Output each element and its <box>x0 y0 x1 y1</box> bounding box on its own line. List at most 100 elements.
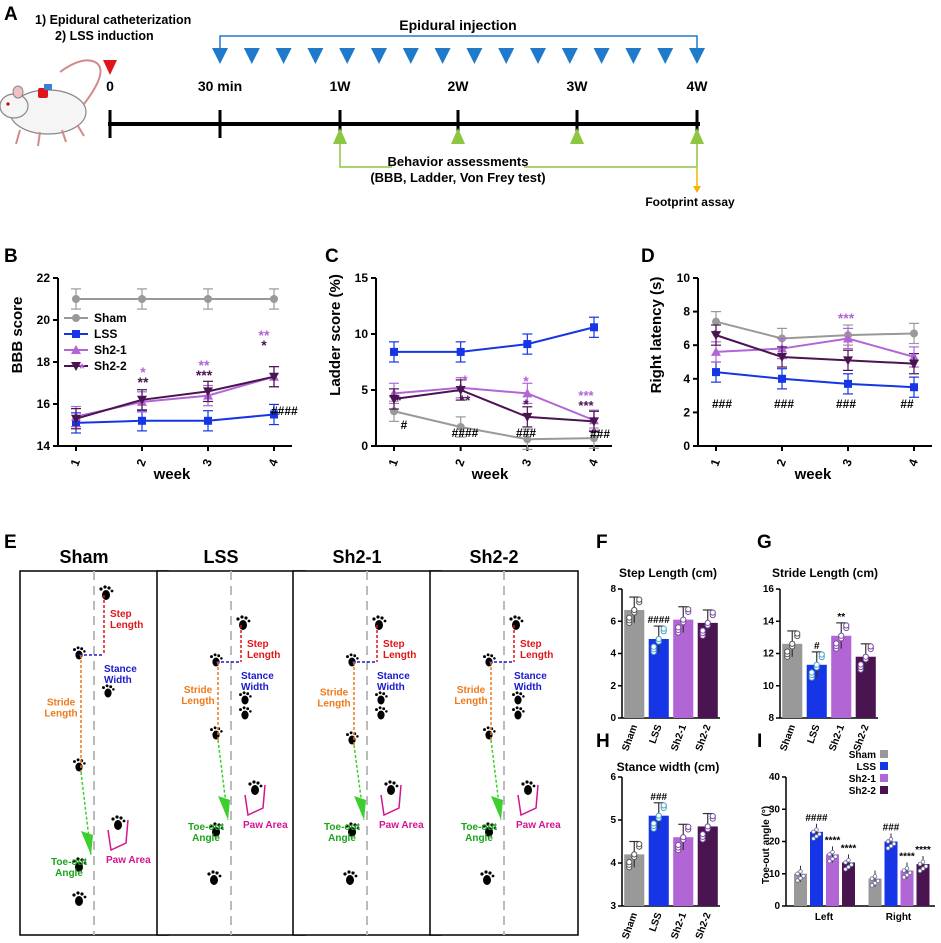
data-point-LSS <box>910 383 918 392</box>
x-tick-label: LSS <box>648 723 665 745</box>
data-dot <box>904 872 910 878</box>
y-tick-label: 8 <box>768 713 774 724</box>
panel-label-f: F <box>596 532 608 553</box>
data-dot <box>636 840 643 848</box>
ann: ** <box>259 327 270 343</box>
data-dot <box>827 858 832 864</box>
step-label: Length <box>110 620 143 631</box>
toe-label: Angle <box>192 833 220 844</box>
ann: *** <box>196 367 213 383</box>
data-point-Sham <box>712 317 720 326</box>
data-dot <box>875 878 881 884</box>
data-dot <box>827 852 832 857</box>
ann: # <box>401 418 408 432</box>
data-point-LSS <box>590 323 598 332</box>
y-tick-label: 20 <box>37 313 51 327</box>
behavior-triangles <box>333 128 704 144</box>
stance-label: Stance <box>514 671 547 682</box>
injection-triangle-icon <box>307 48 324 64</box>
data-dot <box>849 862 854 867</box>
y-tick-label: 6 <box>610 772 616 783</box>
data-dot <box>920 859 926 865</box>
x-tick-label: 4 <box>266 457 282 468</box>
data-dot <box>833 640 840 647</box>
chart-f: 0 2 4 6 8 Sham LSS #### Sh2-1 Sh2-2 <box>610 584 720 753</box>
data-point-Sh2-2 <box>711 331 721 341</box>
e-title-sham: Sham <box>59 547 108 567</box>
data-dot <box>795 878 800 883</box>
data-dot <box>650 643 657 650</box>
ann: #### <box>271 404 298 418</box>
toe-label: Angle <box>328 833 356 844</box>
y-tick-label: 10 <box>763 681 775 692</box>
data-dot <box>843 622 850 629</box>
series-line-Sham <box>393 410 595 441</box>
data-point-Sham <box>204 295 212 303</box>
d-ylabel: Right latency (s) <box>648 277 665 394</box>
data-dot <box>626 614 633 621</box>
data-dot <box>838 632 845 639</box>
data-dot <box>885 846 891 851</box>
data-dot <box>872 880 878 886</box>
injection-triangle-icon <box>593 48 610 64</box>
toe-label: Toe-out <box>188 822 225 833</box>
panel-c: C Ladder score (%) week 0 5 10 15 1 2 3 4 # ###… <box>325 246 612 483</box>
footprint-label: Footprint assay <box>645 195 735 209</box>
data-dot <box>857 661 864 668</box>
stride-label: Stride <box>47 698 76 709</box>
panel-a: A 1) Epidural catheterization 2) LSS ind… <box>0 4 735 209</box>
data-dot <box>660 625 667 632</box>
x-tick-label: 4 <box>586 457 602 468</box>
step1-text: 1) Epidural catheterization <box>35 13 191 27</box>
data-point-LSS <box>844 379 852 388</box>
x-tick-label: 1 <box>386 457 402 468</box>
x-tick-label: LSS <box>648 911 665 933</box>
x-tick-label: 4 <box>906 457 922 468</box>
step-label: Length <box>247 650 280 661</box>
chart-h: 3 4 5 6 Sham LSS ### Sh2-1 Sh2-2 <box>610 772 720 941</box>
data-point-Sh2-1 <box>843 333 853 343</box>
data-dot <box>794 630 801 637</box>
data-point-Sham <box>72 295 80 303</box>
timepoint-2w: 2W <box>448 78 470 94</box>
ann: * <box>911 359 917 375</box>
injection-bracket <box>219 35 698 48</box>
significance-label: #### <box>648 615 671 626</box>
stance-label: Width <box>104 675 132 686</box>
data-dot <box>709 609 716 616</box>
ann: ### <box>774 397 794 411</box>
significance-label: ### <box>883 822 900 833</box>
bar-LSS-Left <box>810 831 823 906</box>
y-tick-label: 20 <box>769 837 781 848</box>
bar-Sh2-2-Left <box>842 862 855 906</box>
data-dot <box>699 627 706 634</box>
data-dot <box>811 836 816 841</box>
data-dot <box>869 876 875 881</box>
stride-label: Length <box>317 699 350 710</box>
bar-Sh2-1 <box>831 635 852 718</box>
data-dot <box>798 869 803 874</box>
injection-triangle-icon <box>657 48 674 64</box>
data-dot <box>655 635 662 643</box>
injection-triangle-icon <box>402 48 419 64</box>
behavior-label: Behavior assessments <box>388 154 529 169</box>
ann: ** <box>138 374 149 390</box>
legend-sh22: Sh2-2 <box>94 359 127 373</box>
y-tick-label: 12 <box>763 649 775 660</box>
stride-label: Stride <box>457 685 486 696</box>
paw-label: Paw Area <box>243 820 288 831</box>
y-tick-label: 4 <box>610 858 616 869</box>
panel-h: H Stance width (cm) 3 4 5 6 Sham LSS ### Sh2-1 S… <box>596 731 720 941</box>
rat-illustration <box>0 59 102 147</box>
data-dot <box>704 619 711 626</box>
ann: ** <box>460 392 471 408</box>
data-point-LSS <box>138 416 146 425</box>
data-dot <box>862 653 869 660</box>
x-tick-label: 2 <box>452 457 468 468</box>
ann: *** <box>838 310 855 326</box>
data-dot <box>872 874 878 879</box>
toe-label: Toe-out <box>51 857 88 868</box>
e-title-sh22: Sh2-2 <box>469 547 518 567</box>
significance-label: **** <box>825 835 841 846</box>
